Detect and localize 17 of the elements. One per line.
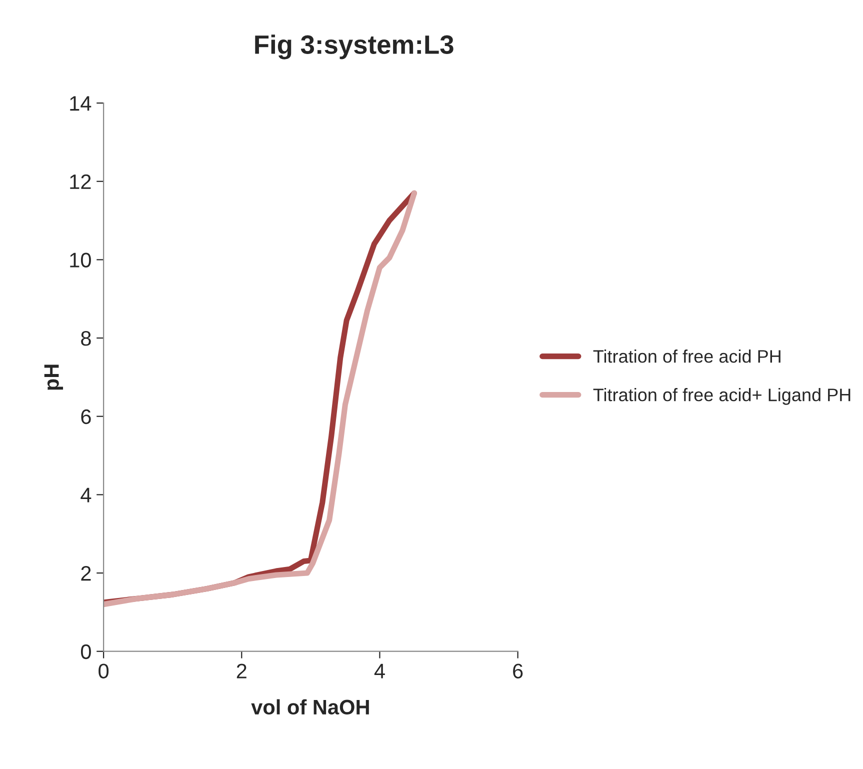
y-tick-label: 0 bbox=[80, 644, 91, 660]
x-axis-title: vol of NaOH bbox=[251, 699, 369, 715]
y-tick-label: 14 bbox=[70, 96, 92, 111]
y-tick-label: 8 bbox=[81, 331, 91, 346]
legend-label: Titration of free acid+ Ligand PH bbox=[593, 388, 850, 405]
chart-title: Fig 3:system:L3 bbox=[255, 34, 454, 60]
y-tick-label: 12 bbox=[70, 174, 91, 189]
x-tick-label: 0 bbox=[98, 664, 109, 678]
y-axis-title: pH bbox=[44, 364, 64, 390]
x-tick-label: 4 bbox=[374, 664, 385, 678]
y-tick-label: 2 bbox=[81, 566, 91, 581]
y-tick-label: 10 bbox=[70, 252, 91, 268]
y-tick-label: 4 bbox=[80, 488, 92, 502]
y-tick-label: 6 bbox=[81, 409, 91, 424]
x-tick-label: 6 bbox=[513, 664, 523, 678]
x-tick-label: 2 bbox=[236, 664, 246, 678]
legend-label: Titration of free acid PH bbox=[593, 350, 780, 363]
